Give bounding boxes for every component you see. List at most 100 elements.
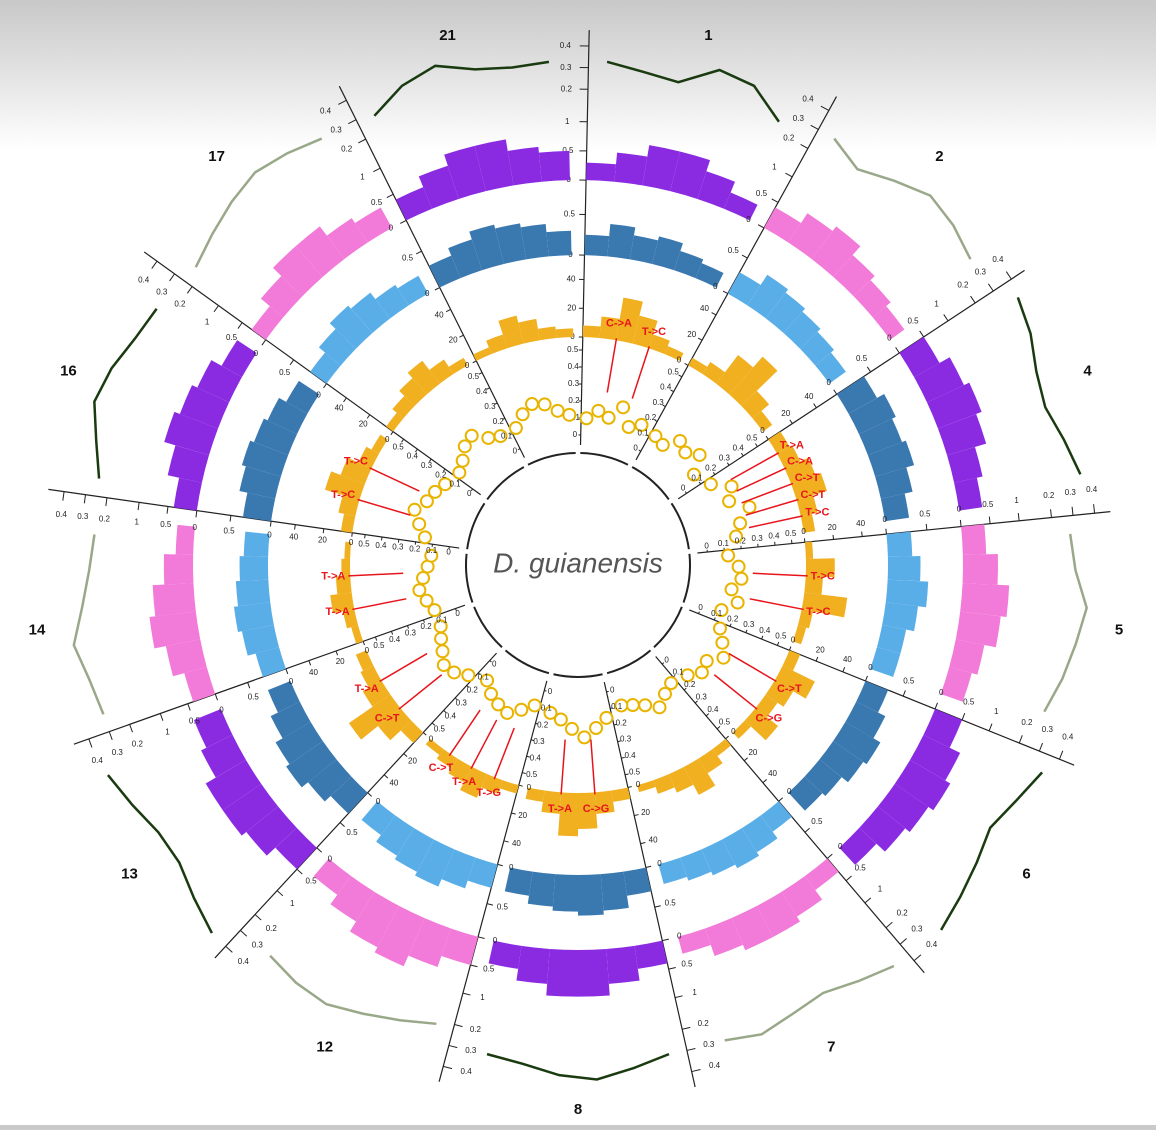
tick-mark [634,815,638,816]
scatter-point [466,430,478,442]
tick-mark [766,436,768,439]
tick-label: 0.3 [911,924,923,933]
tick-label: 0.5 [756,189,768,198]
tick-mark [641,843,646,844]
tick-label: 0 [429,734,434,743]
tick-label: 0.5 [963,697,975,706]
tick-label: 0 [467,489,472,498]
tick-mark [805,828,810,832]
tick-label: 1 [290,899,295,908]
line-track [1044,534,1086,712]
tick-label: 0 [664,655,669,664]
tick-label: 0.5 [811,817,823,826]
tick-label: 0.4 [56,510,68,519]
mutation-line [561,740,565,795]
tick-label: 20 [336,657,345,666]
histogram-bar [611,787,630,801]
tick-label: 20 [318,535,327,544]
tick-label: 0.5 [393,442,405,451]
tick-label: 0 [365,646,370,655]
scatter-point [409,504,421,516]
scatter-point [457,455,469,467]
tick-mark [309,661,311,666]
line-track [270,956,436,1024]
tick-mark [717,726,720,728]
tick-mark [935,703,937,709]
chromosome-label: 21 [439,27,456,44]
tick-label: 0 [868,663,873,672]
tick-label: 20 [359,419,368,428]
histogram-bar [578,874,604,915]
tick-label: 0 [713,282,718,291]
line-track [941,772,1042,930]
tick-label: 1 [360,173,365,182]
tick-label: 0.2 [705,464,717,473]
mutation-label: T->G [476,787,501,799]
tick-label: 0 [349,538,354,547]
tick-label: 0.3 [112,748,124,757]
tick-mark [435,288,440,290]
tick-label: 0.5 [719,718,731,727]
tick-label: 0 [636,780,641,789]
tick-label: 0.5 [226,333,238,342]
tick-label: 0 [219,705,224,714]
histogram-bar [678,928,711,953]
tick-label: 0.1 [691,474,703,483]
tick-label: 1 [878,885,883,894]
tick-label: 0.4 [992,255,1004,264]
scatter-point [716,637,728,649]
tick-label: 0 [316,390,321,399]
line-track [487,1054,669,1079]
tick-mark [777,642,778,645]
tick-label: 0 [610,686,615,695]
tick-label: 0.3 [719,454,731,463]
tick-label: 0.2 [897,908,909,917]
scatter-point [462,669,474,681]
histogram-bar [886,532,912,557]
tick-label: 20 [828,523,837,532]
mutation-label: C->T [375,713,400,725]
tick-label: 0 [267,530,272,539]
tick-mark [391,432,393,435]
scatter-point [453,467,465,479]
tick-mark [865,676,867,681]
tick-mark [518,449,520,450]
tick-label: 0.5 [248,692,260,701]
tick-label: 0.4 [1086,485,1098,494]
mutation-line [352,599,406,610]
tick-label: 0.4 [625,751,637,760]
tick-label: 0.5 [497,902,509,911]
tick-label: 0 [465,361,470,370]
tick-label: 0.2 [537,720,549,729]
scatter-point [679,446,691,458]
chromosome-label: 6 [1022,866,1030,883]
tick-label: 0.2 [409,544,421,553]
tick-label: 0 [493,936,498,945]
tick-label: 0 [289,677,294,686]
tick-label: 0.3 [653,398,665,407]
tick-mark [896,347,900,353]
ideogram [506,650,549,673]
ideogram [632,467,669,500]
scatter-point [674,435,686,447]
tick-mark [214,306,218,312]
tick-mark [662,939,669,941]
tick-label: 0.3 [421,461,433,470]
tick-label: 0 [704,541,709,550]
histogram-bar [888,556,921,581]
tick-mark [865,898,871,903]
scatter-point [726,480,738,492]
tick-mark [504,841,509,842]
tick-label: 0.4 [709,1061,721,1070]
histogram-bar [539,151,570,182]
tick-label: 0.2 [341,144,353,153]
mutation-line [750,599,804,610]
mutation-line [742,483,793,503]
tick-label: 0.2 [435,470,447,479]
mutation-line [471,720,497,769]
ideogram [580,453,628,465]
scatter-point [627,699,639,711]
tick-label: 0.2 [1021,718,1033,727]
tick-label: 0.4 [802,95,814,104]
tick-label: 0.5 [189,716,201,725]
